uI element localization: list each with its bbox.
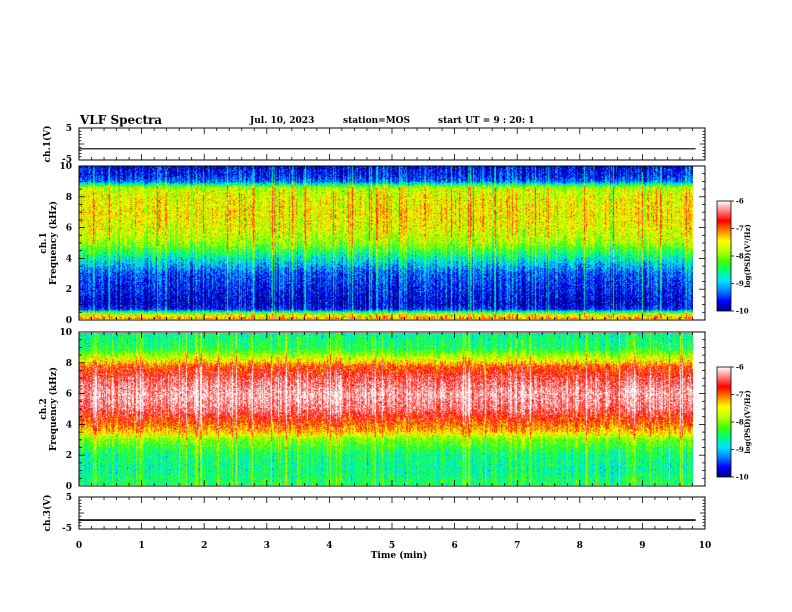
frequency-tick-label: 6 <box>66 390 72 400</box>
ch2-spectrogram-panel: 0 2 4 6 8 10 ch.2 Frequency (kHz) <box>39 328 706 492</box>
frequency-tick-label: 8 <box>66 359 72 369</box>
figure-title: VLF Spectra <box>79 113 162 127</box>
time-axis-label: Time (min) <box>371 550 428 561</box>
ch2-colorbar-scale <box>716 366 732 478</box>
colorbar-tick-label: -7 <box>736 390 744 399</box>
time-tick-label: 2 <box>201 541 207 551</box>
time-tick-label: 3 <box>264 541 270 551</box>
time-tick-label: 9 <box>639 541 645 551</box>
frequency-tick-label: 10 <box>59 162 72 172</box>
colorbar-tick-label: -6 <box>736 197 744 206</box>
frequency-tick-label: 2 <box>66 285 72 295</box>
ch1-waveform-frame <box>78 127 706 161</box>
time-tick-label: 0 <box>76 541 82 551</box>
ch1-colorbar-ticks: -6 -7 -8 -9 -10 <box>731 197 749 316</box>
ch1-spectrogram-channel-label: ch.1 <box>39 232 49 253</box>
ch3-ytick-bottom: -5 <box>62 524 72 534</box>
frequency-tick-label: 10 <box>59 328 72 338</box>
ch1-waveform-ticks <box>78 127 706 161</box>
ch1-waveform-ylabel: ch.1(V) <box>42 126 53 163</box>
time-tick-label: 10 <box>699 541 712 551</box>
time-tick-label: 5 <box>389 541 395 551</box>
ch1-colorbar-label: log(PSD)(V²/Hz) <box>743 224 752 288</box>
header-station: station=MOS <box>343 116 410 126</box>
colorbar-tick-label: -8 <box>736 418 744 427</box>
header-date: Jul. 10, 2023 <box>249 116 314 126</box>
colorbar-tick-label: -6 <box>736 363 744 372</box>
ch1-colorbar-scale <box>716 200 732 312</box>
frequency-tick-label: 0 <box>66 482 72 492</box>
colorbar-tick-label: -7 <box>736 224 744 233</box>
ch1-spectrogram-panel: 0 2 4 6 8 10 ch.1 Frequency (kHz) <box>39 162 706 326</box>
colorbar-tick-label: -9 <box>736 279 744 288</box>
time-tick-label: 8 <box>577 541 583 551</box>
ch2-spectrogram-ylabel: Frequency (kHz) <box>48 367 59 451</box>
ch1-spectrogram-image <box>79 166 693 319</box>
time-tick-label: 4 <box>326 541 332 551</box>
ch1-ytick-top: 5 <box>66 124 72 134</box>
frequency-tick-label: 6 <box>66 224 72 234</box>
colorbar-tick-label: -9 <box>736 445 744 454</box>
ch2-spectrogram-channel-label: ch.2 <box>39 398 49 419</box>
ch2-colorbar-label: log(PSD)(V²/Hz) <box>743 390 752 454</box>
colorbar-tick-label: -10 <box>736 307 749 316</box>
time-tick-label: 6 <box>451 541 457 551</box>
ch2-spectrogram-frame <box>78 331 706 487</box>
ch2-colorbar: -6 -7 -8 -9 -10 log(PSD)(V²/Hz) <box>716 363 752 482</box>
time-tick-label: 7 <box>514 541 520 551</box>
ch3-waveform-frame <box>78 496 706 530</box>
ch1-spectrogram-yticklabels: 0 2 4 6 8 10 <box>59 162 72 326</box>
frequency-tick-label: 2 <box>66 451 72 461</box>
ch1-spectrogram-frame <box>78 165 706 321</box>
ch1-waveform-panel: 5 -5 ch.1(V) <box>42 124 706 165</box>
frequency-tick-label: 4 <box>66 420 72 430</box>
ch2-colorbar-ticks: -6 -7 -8 -9 -10 <box>731 363 749 482</box>
time-axis-ticklabels: 0 1 2 3 4 5 6 7 8 9 10 <box>76 541 711 551</box>
colorbar-tick-label: -10 <box>736 473 749 482</box>
colorbar-tick-label: -8 <box>736 252 744 261</box>
ch2-spectrogram-image <box>79 333 693 485</box>
ch1-colorbar: -6 -7 -8 -9 -10 log(PSD)(V²/Hz) <box>716 197 752 316</box>
frequency-tick-label: 4 <box>66 254 72 264</box>
ch3-ytick-top: 5 <box>66 493 72 503</box>
ch1-spectrogram-ylabel: Frequency (kHz) <box>48 201 59 285</box>
time-tick-label: 1 <box>138 541 144 551</box>
frequency-tick-label: 8 <box>66 193 72 203</box>
frequency-tick-label: 0 <box>66 316 72 326</box>
ch3-waveform-ylabel: ch.3(V) <box>42 495 53 532</box>
header-start-time: start UT = 9 : 20: 1 <box>438 116 535 126</box>
ch1-ytick-bottom: -5 <box>62 155 72 165</box>
ch2-spectrogram-yticklabels: 0 2 4 6 8 10 <box>59 328 72 492</box>
ch3-waveform-ticks <box>78 496 706 530</box>
ch3-waveform-panel: 5 -5 ch.3(V) 0 1 2 3 4 5 6 7 8 9 10 Time (min) <box>42 493 711 561</box>
